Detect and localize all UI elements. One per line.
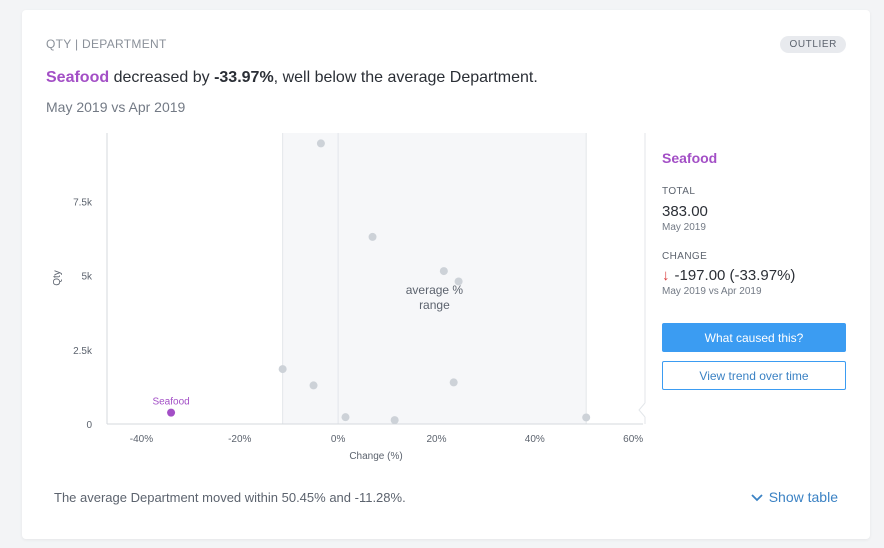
insight-card: QTY | DEPARTMENT OUTLIER Seafood decreas… bbox=[22, 10, 870, 539]
scatter-point bbox=[309, 381, 318, 390]
y-tick-label: 0 bbox=[86, 420, 92, 431]
scatter-point bbox=[454, 277, 463, 286]
headline-percent: -33.97% bbox=[214, 69, 274, 86]
y-tick-label: 5k bbox=[81, 272, 93, 283]
scatter-chart: -40% -20% 0% 20% 40% 60% 0 2.5k 5k 7.5k Change (%)… bbox=[52, 133, 646, 462]
average-range-label: average % bbox=[406, 283, 464, 297]
chart-container: -40% -20% 0% 20% 40% 60% 0 2.5k 5k 7.5k Change (%)… bbox=[22, 10, 662, 475]
change-label: CHANGE bbox=[662, 251, 708, 262]
total-value: 383.00 bbox=[662, 203, 708, 220]
scatter-point bbox=[316, 139, 325, 148]
breadcrumb: QTY | DEPARTMENT bbox=[46, 37, 167, 51]
x-tick-label: 20% bbox=[426, 434, 446, 445]
x-tick-label: 0% bbox=[331, 434, 346, 445]
y-tick-label: 7.5k bbox=[73, 197, 93, 208]
highlight-label: Seafood bbox=[152, 397, 189, 408]
scatter-point bbox=[439, 267, 448, 276]
change-period: May 2019 vs Apr 2019 bbox=[662, 286, 762, 297]
scatter-point bbox=[368, 232, 377, 241]
arrow-down-icon: ↓ bbox=[662, 267, 670, 284]
scatter-point bbox=[582, 413, 591, 422]
headline-verb: decreased by bbox=[109, 69, 215, 86]
footer-summary: The average Department moved within 50.4… bbox=[54, 490, 406, 505]
outlier-badge: OUTLIER bbox=[780, 36, 846, 53]
y-axis-title: Qty bbox=[52, 270, 63, 286]
average-range-label: range bbox=[419, 298, 450, 312]
total-period: May 2019 bbox=[662, 222, 706, 233]
scatter-point bbox=[278, 365, 287, 374]
change-row: ↓ -197.00 (-33.97%) bbox=[662, 267, 846, 284]
headline-entity: Seafood bbox=[46, 69, 110, 86]
detail-panel: Seafood TOTAL 383.00 May 2019 CHANGE ↓ -… bbox=[662, 150, 846, 390]
show-table-link[interactable]: Show table bbox=[751, 489, 838, 505]
scatter-point bbox=[390, 416, 399, 425]
view-trend-button[interactable]: View trend over time bbox=[662, 361, 846, 390]
headline-rest: , well below the average Department. bbox=[273, 69, 538, 86]
highlight-point bbox=[167, 408, 176, 417]
detail-title: Seafood bbox=[662, 150, 718, 166]
period-text: May 2019 vs Apr 2019 bbox=[46, 99, 186, 115]
x-tick-label: -40% bbox=[130, 434, 153, 445]
x-axis-title: Change (%) bbox=[349, 451, 402, 462]
chevron-down-icon bbox=[751, 489, 763, 505]
scatter-point bbox=[449, 378, 458, 387]
x-tick-label: 40% bbox=[525, 434, 545, 445]
average-range-band bbox=[282, 133, 587, 424]
x-tick-label: -20% bbox=[228, 434, 251, 445]
x-tick-label: 60% bbox=[623, 434, 643, 445]
headline: Seafood decreased by -33.97%, well below… bbox=[46, 69, 538, 87]
what-caused-this-button[interactable]: What caused this? bbox=[662, 323, 846, 352]
show-table-label: Show table bbox=[768, 489, 838, 505]
scatter-point bbox=[341, 413, 350, 422]
change-value: -197.00 (-33.97%) bbox=[674, 267, 796, 284]
y-tick-label: 2.5k bbox=[73, 346, 93, 357]
panel-pointer bbox=[638, 402, 646, 418]
total-label: TOTAL bbox=[662, 186, 696, 197]
